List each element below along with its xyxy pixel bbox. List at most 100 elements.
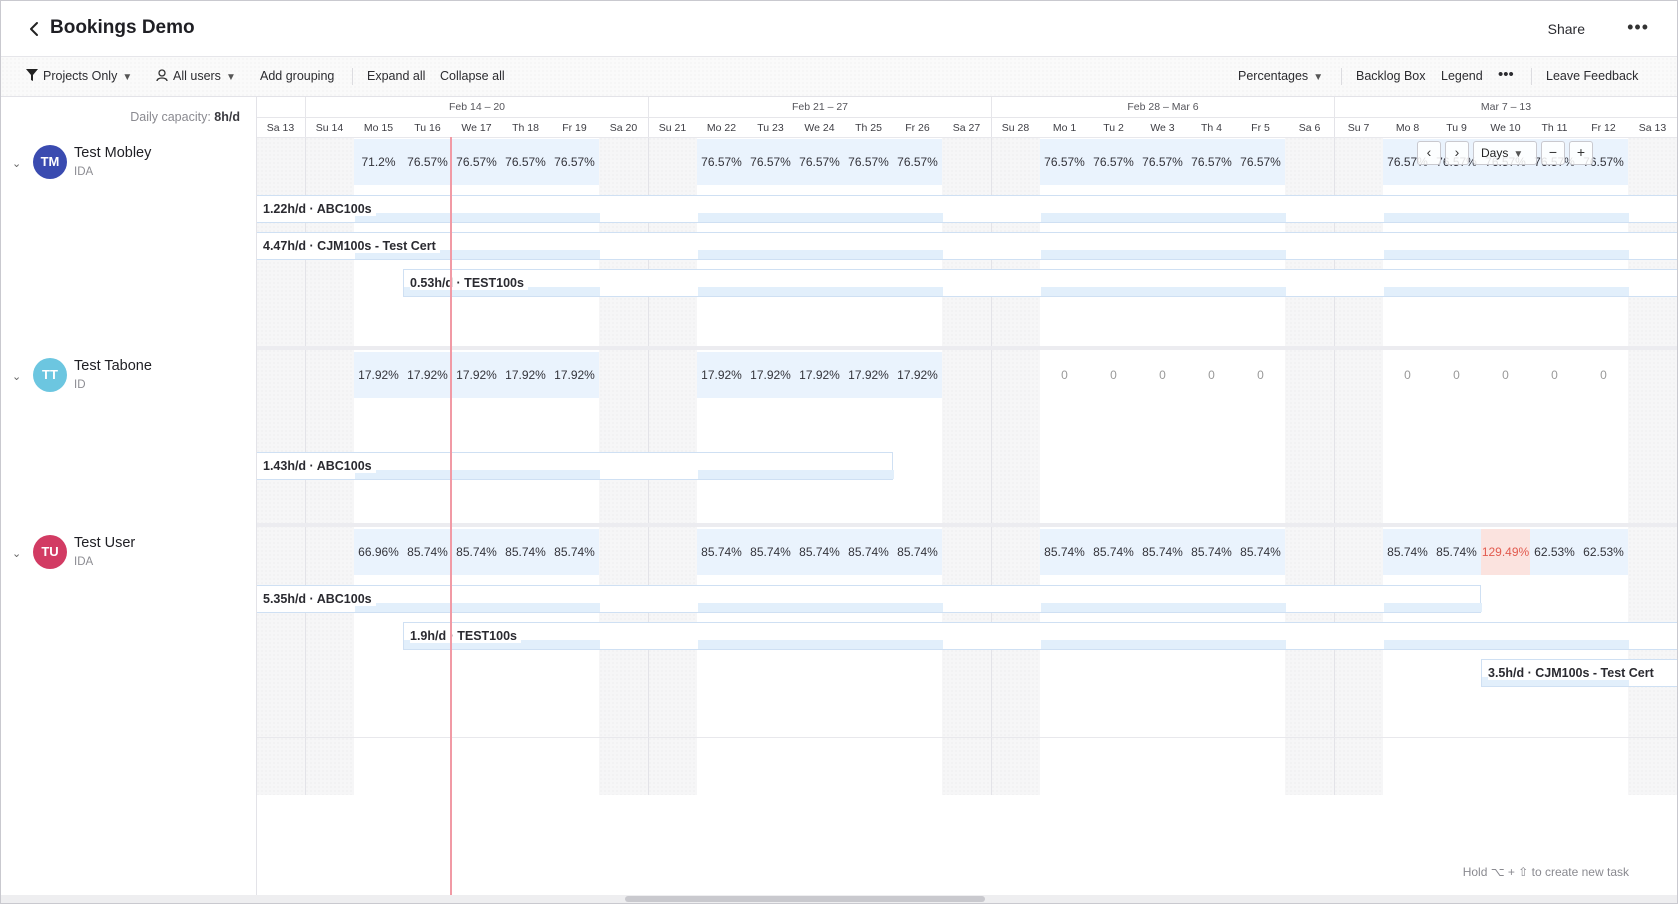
utilization-cell[interactable]: 0 — [1502, 368, 1509, 382]
utilization-cell[interactable]: 17.92% — [501, 352, 550, 398]
more-options-icon[interactable]: ••• — [1627, 17, 1649, 37]
utilization-cell[interactable]: 17.92% — [697, 352, 746, 398]
booking-label: 1.9h/d · TEST100s — [410, 629, 521, 643]
create-task-hint: Hold ⌥ + ⇧ to create new task — [1462, 865, 1629, 879]
add-grouping-button[interactable]: Add grouping — [260, 69, 335, 83]
utilization-cell[interactable]: 66.96% — [354, 529, 403, 575]
person-name[interactable]: Test Tabone — [74, 358, 152, 374]
toolbar-more-icon[interactable]: ••• — [1498, 66, 1514, 83]
utilization-cell[interactable]: 76.57% — [795, 139, 844, 185]
utilization-cell[interactable]: 0 — [1257, 368, 1264, 382]
utilization-cell[interactable]: 76.57% — [550, 139, 599, 185]
zoom-mode-select[interactable]: Days ▼ — [1473, 141, 1537, 165]
horizontal-scrollbar[interactable] — [1, 895, 1677, 903]
utilization-cell[interactable]: 0 — [1159, 368, 1166, 382]
utilization-cell[interactable]: 17.92% — [452, 352, 501, 398]
schedule-grid[interactable]: Feb 14 – 20 Feb 21 – 27 Feb 28 – Mar 6 Mar … — [257, 97, 1677, 903]
booking-bar[interactable]: 3.5h/d · CJM100s - Test Cert — [1481, 659, 1677, 687]
booking-bar[interactable]: 4.47h/d · CJM100s - Test Cert — [257, 232, 1677, 260]
collapse-chevron-icon[interactable]: ⌄ — [12, 158, 22, 170]
utilization-cell[interactable]: 85.74% — [1432, 529, 1481, 575]
utilization-cell[interactable]: 17.92% — [403, 352, 452, 398]
utilization-cell[interactable]: 76.57% — [1236, 139, 1285, 185]
utilization-cell[interactable]: 0 — [1600, 368, 1607, 382]
day-header: Th 11 — [1530, 117, 1579, 137]
booking-bar[interactable]: 0.53h/d · TEST100s — [403, 269, 1677, 297]
utilization-cell[interactable]: 76.57% — [1187, 139, 1236, 185]
utilization-cell[interactable]: 17.92% — [354, 352, 403, 398]
utilization-cell[interactable]: 85.74% — [403, 529, 452, 575]
utilization-cell[interactable]: 0 — [1110, 368, 1117, 382]
utilization-cell[interactable]: 85.74% — [501, 529, 550, 575]
utilization-cell[interactable]: 76.57% — [452, 139, 501, 185]
avatar[interactable]: TT — [33, 358, 67, 392]
share-button[interactable]: Share — [1547, 21, 1585, 37]
utilization-cell[interactable]: 0 — [1551, 368, 1558, 382]
utilization-cell[interactable]: 71.2% — [354, 139, 403, 185]
utilization-cell[interactable]: 76.57% — [1138, 139, 1187, 185]
utilization-cell[interactable]: 76.57% — [844, 139, 893, 185]
booking-load-fill — [698, 603, 943, 612]
utilization-cell[interactable]: 85.74% — [550, 529, 599, 575]
all-users-filter[interactable]: All users ▼ — [156, 69, 236, 83]
utilization-cell[interactable]: 85.74% — [1138, 529, 1187, 575]
utilization-cell[interactable]: 76.57% — [746, 139, 795, 185]
person-name[interactable]: Test Mobley — [74, 145, 152, 161]
booking-load-fill — [1482, 677, 1629, 686]
utilization-cell[interactable]: 0 — [1453, 368, 1460, 382]
row-divider — [257, 346, 1677, 350]
utilization-cell[interactable]: 129.49% — [1481, 529, 1530, 575]
leave-feedback-button[interactable]: Leave Feedback — [1546, 69, 1639, 83]
utilization-cell[interactable]: 17.92% — [550, 352, 599, 398]
utilization-cell[interactable]: 85.74% — [452, 529, 501, 575]
back-arrow-icon[interactable] — [25, 19, 45, 39]
utilization-cell[interactable]: 76.57% — [1040, 139, 1089, 185]
booking-bar[interactable]: 1.22h/d · ABC100s — [257, 195, 1677, 223]
utilization-cell[interactable]: 17.92% — [893, 352, 942, 398]
utilization-cell[interactable]: 85.74% — [893, 529, 942, 575]
utilization-cell[interactable]: 17.92% — [746, 352, 795, 398]
backlog-box-button[interactable]: Backlog Box — [1356, 69, 1426, 83]
collapse-chevron-icon[interactable]: ⌄ — [12, 371, 22, 383]
utilization-cell[interactable]: 85.74% — [1040, 529, 1089, 575]
avatar[interactable]: TU — [33, 535, 67, 569]
utilization-cell[interactable]: 0 — [1208, 368, 1215, 382]
utilization-cell[interactable]: 76.57% — [1089, 139, 1138, 185]
utilization-cell[interactable]: 62.53% — [1530, 529, 1579, 575]
next-arrow-icon[interactable]: › — [1445, 141, 1469, 165]
zoom-in-icon[interactable]: + — [1569, 141, 1593, 165]
previous-arrow-icon[interactable]: ‹ — [1417, 141, 1441, 165]
collapse-all-button[interactable]: Collapse all — [440, 69, 505, 83]
avatar[interactable]: TM — [33, 145, 67, 179]
scrollbar-thumb[interactable] — [625, 896, 985, 902]
expand-all-button[interactable]: Expand all — [367, 69, 426, 83]
utilization-cell[interactable]: 76.57% — [501, 139, 550, 185]
utilization-cell[interactable]: 85.74% — [795, 529, 844, 575]
utilization-cell[interactable]: 76.57% — [697, 139, 746, 185]
utilization-cell[interactable]: 17.92% — [844, 352, 893, 398]
utilization-cell[interactable]: 85.74% — [1236, 529, 1285, 575]
utilization-cell[interactable]: 76.57% — [1579, 139, 1628, 185]
percentages-label: Percentages — [1238, 69, 1309, 83]
projects-only-filter[interactable]: Projects Only ▼ — [26, 69, 132, 83]
legend-button[interactable]: Legend — [1441, 69, 1483, 83]
utilization-cell[interactable]: 85.74% — [844, 529, 893, 575]
collapse-chevron-icon[interactable]: ⌄ — [12, 548, 22, 560]
utilization-cell[interactable]: 76.57% — [893, 139, 942, 185]
person-name[interactable]: Test User — [74, 535, 136, 551]
utilization-cell[interactable]: 85.74% — [1187, 529, 1236, 575]
utilization-cell[interactable]: 85.74% — [1383, 529, 1432, 575]
utilization-cell[interactable]: 76.57% — [403, 139, 452, 185]
utilization-cell[interactable]: 0 — [1061, 368, 1068, 382]
percentages-select[interactable]: Percentages ▼ — [1238, 69, 1323, 83]
utilization-cell[interactable]: 85.74% — [697, 529, 746, 575]
utilization-cell[interactable]: 0 — [1404, 368, 1411, 382]
utilization-cell[interactable]: 62.53% — [1579, 529, 1628, 575]
utilization-cell[interactable]: 17.92% — [795, 352, 844, 398]
utilization-cell[interactable]: 85.74% — [746, 529, 795, 575]
booking-bar[interactable]: 1.9h/d · TEST100s — [403, 622, 1677, 650]
utilization-cell[interactable]: 85.74% — [1089, 529, 1138, 575]
booking-bar[interactable]: 5.35h/d · ABC100s — [257, 585, 1482, 613]
zoom-out-icon[interactable]: − — [1541, 141, 1565, 165]
booking-bar[interactable]: 1.43h/d · ABC100s — [257, 452, 894, 480]
